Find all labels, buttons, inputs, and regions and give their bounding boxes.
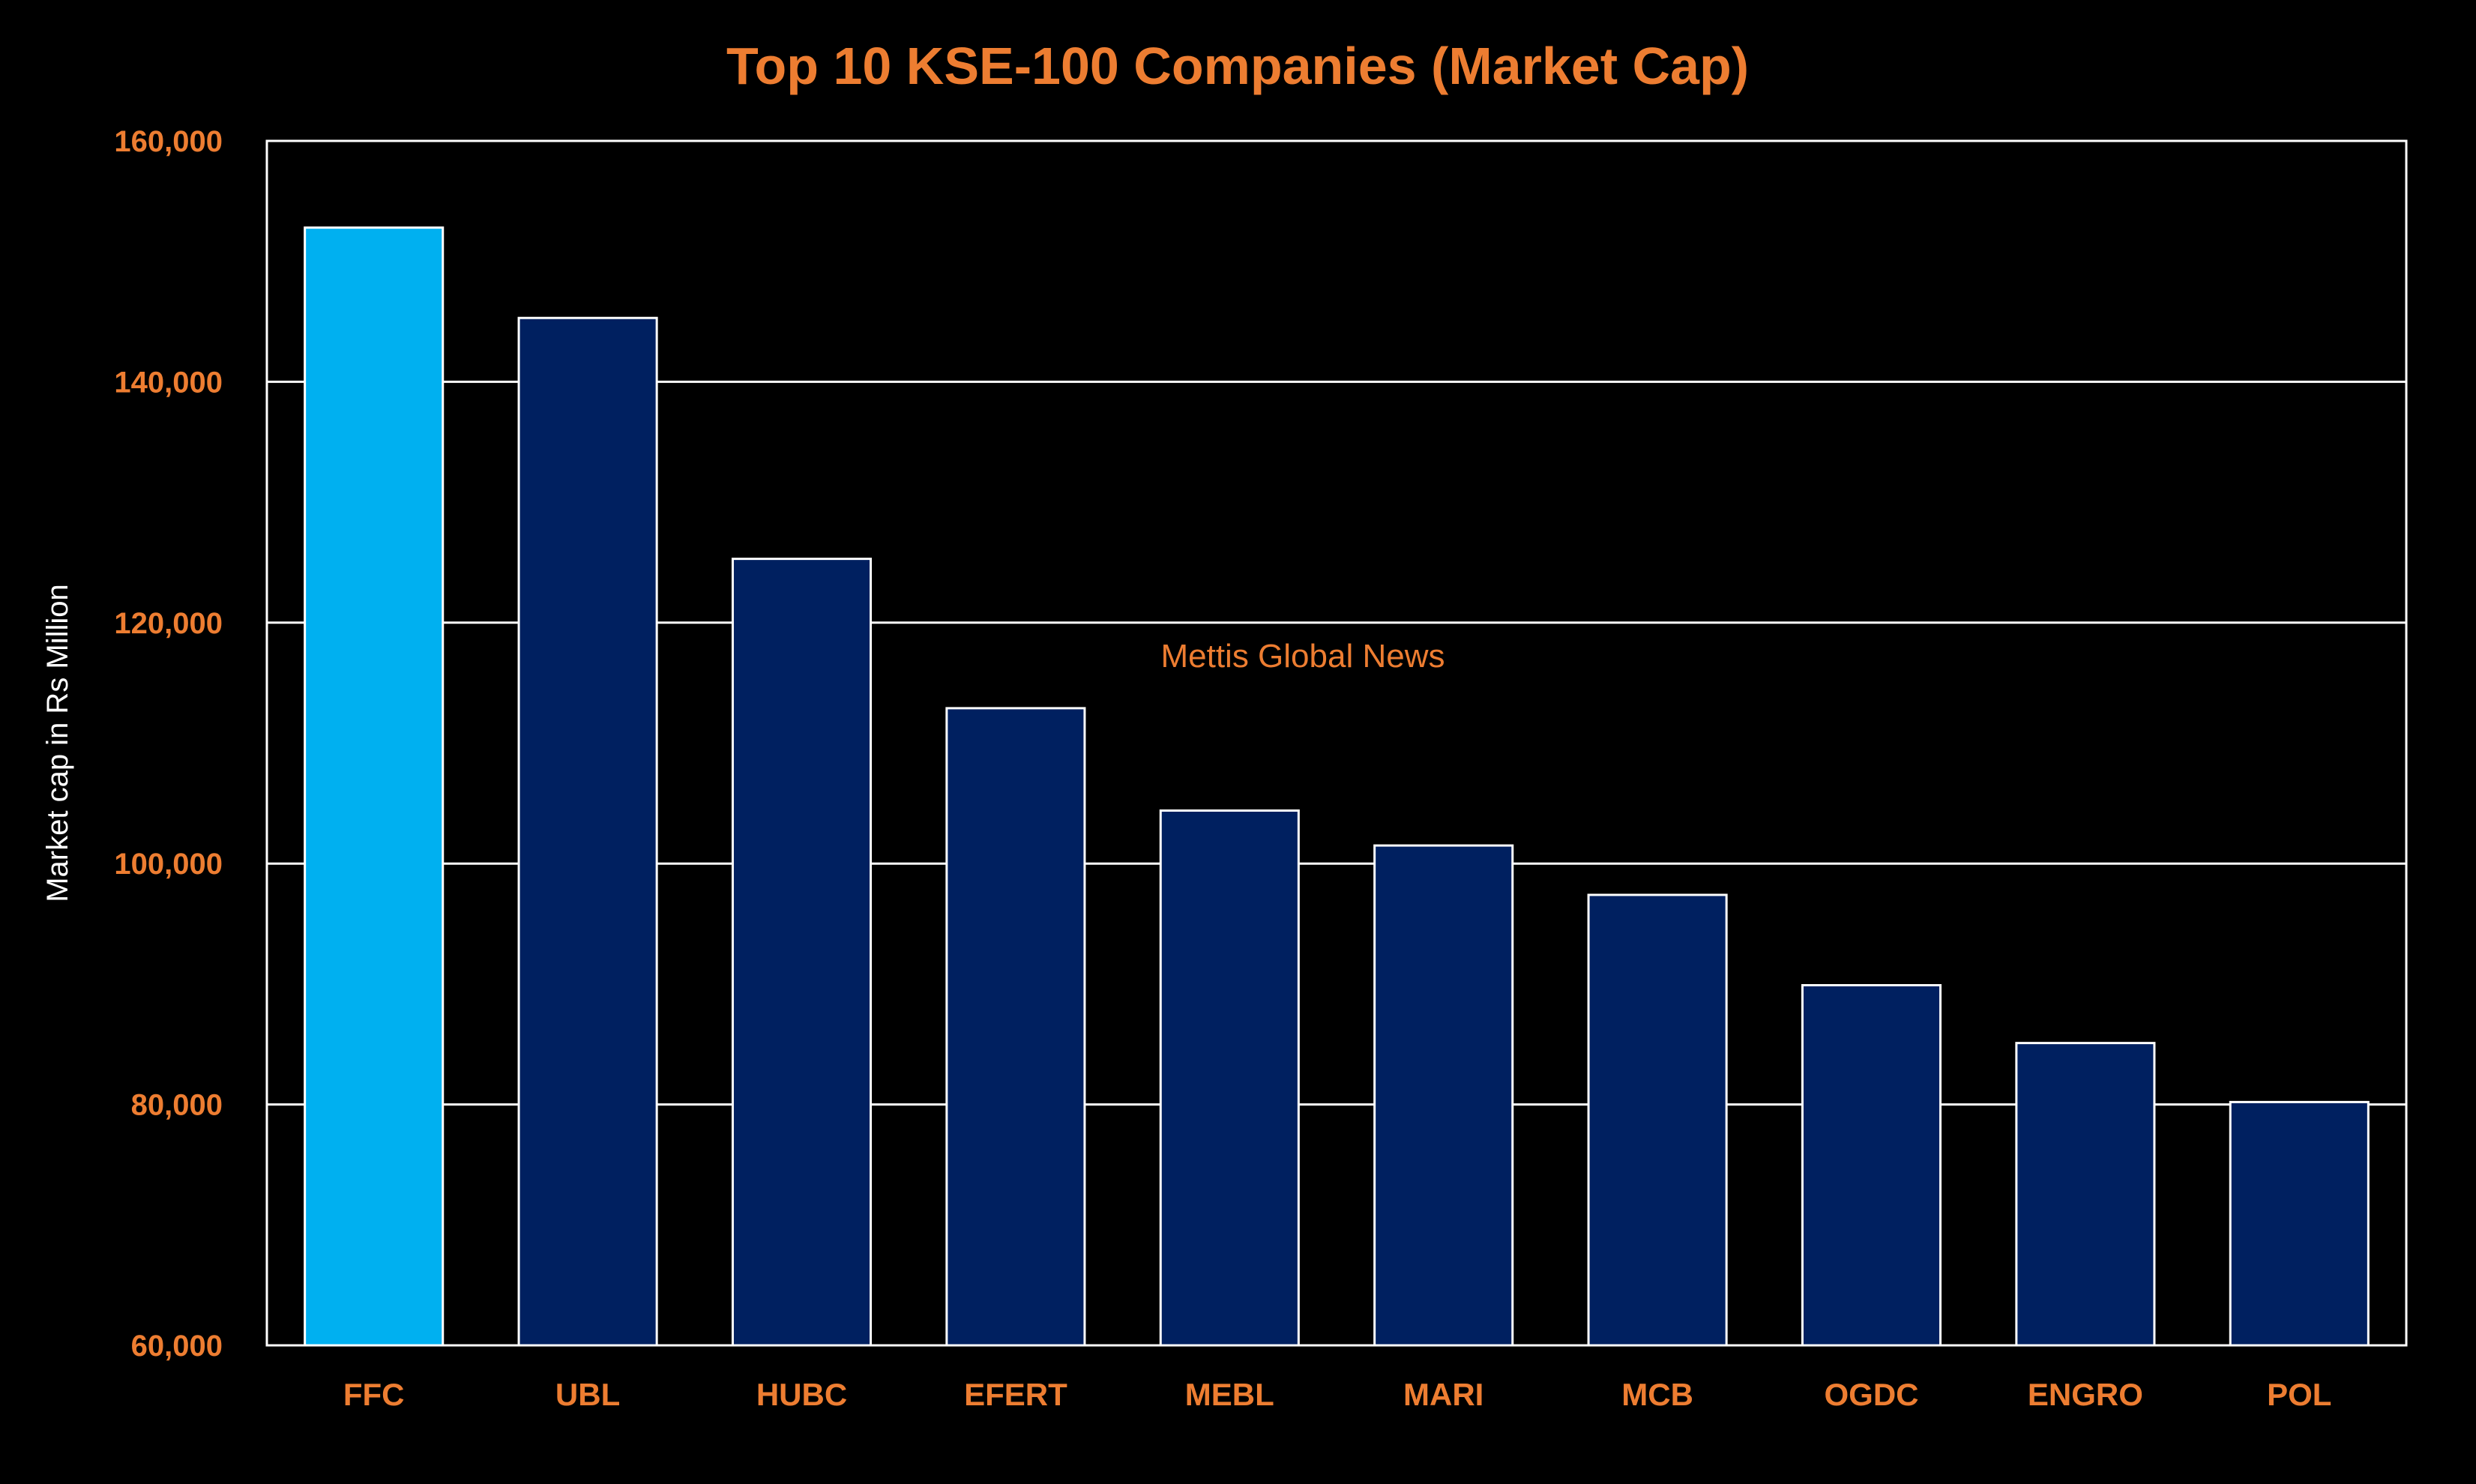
watermark-annotation: Mettis Global News xyxy=(1160,638,1445,675)
x-tick-label: MCB xyxy=(1621,1377,1693,1412)
y-tick-label: 80,000 xyxy=(131,1089,223,1122)
y-tick-label: 140,000 xyxy=(114,366,223,399)
x-tick-label: EFERT xyxy=(964,1377,1067,1412)
bar-ogdc xyxy=(1801,984,1942,1347)
x-tick-label: UBL xyxy=(555,1377,620,1412)
bar-efert xyxy=(945,707,1086,1347)
y-tick-label: 160,000 xyxy=(114,125,223,158)
x-tick-label: MEBL xyxy=(1185,1377,1274,1412)
x-tick-label: MARI xyxy=(1403,1377,1484,1412)
chart-title: Top 10 KSE-100 Companies (Market Cap) xyxy=(726,37,1749,95)
x-tick-label: HUBC xyxy=(756,1377,847,1412)
x-tick-label: ENGRO xyxy=(2028,1377,2143,1412)
bar-ffc xyxy=(304,226,445,1347)
bar-mebl xyxy=(1159,809,1300,1347)
bar-ubl xyxy=(517,316,658,1347)
y-tick-label: 120,000 xyxy=(114,607,223,640)
bars xyxy=(304,226,2370,1347)
y-axis-ticks: 60,000 80,000 100,000 120,000 140,000 160,000 xyxy=(114,125,223,1363)
x-axis-categories: FFC UBL HUBC EFERT MEBL MARI MCB OGDC ENGRO POL xyxy=(343,1377,2332,1412)
plot-area-frame xyxy=(265,139,2408,1347)
bar-pol xyxy=(2229,1100,2370,1347)
bar-hubc xyxy=(731,558,873,1347)
y-tick-label: 100,000 xyxy=(114,848,223,881)
y-tick-label: 60,000 xyxy=(131,1330,223,1363)
bar-mcb xyxy=(1587,893,1728,1347)
x-tick-label: OGDC xyxy=(1825,1377,1919,1412)
x-tick-label: POL xyxy=(2267,1377,2331,1412)
bar-mari xyxy=(1373,844,1514,1347)
x-tick-label: FFC xyxy=(343,1377,405,1412)
y-axis-label: Market cap in Rs Million xyxy=(41,584,74,902)
bar-engro xyxy=(2015,1042,2156,1347)
